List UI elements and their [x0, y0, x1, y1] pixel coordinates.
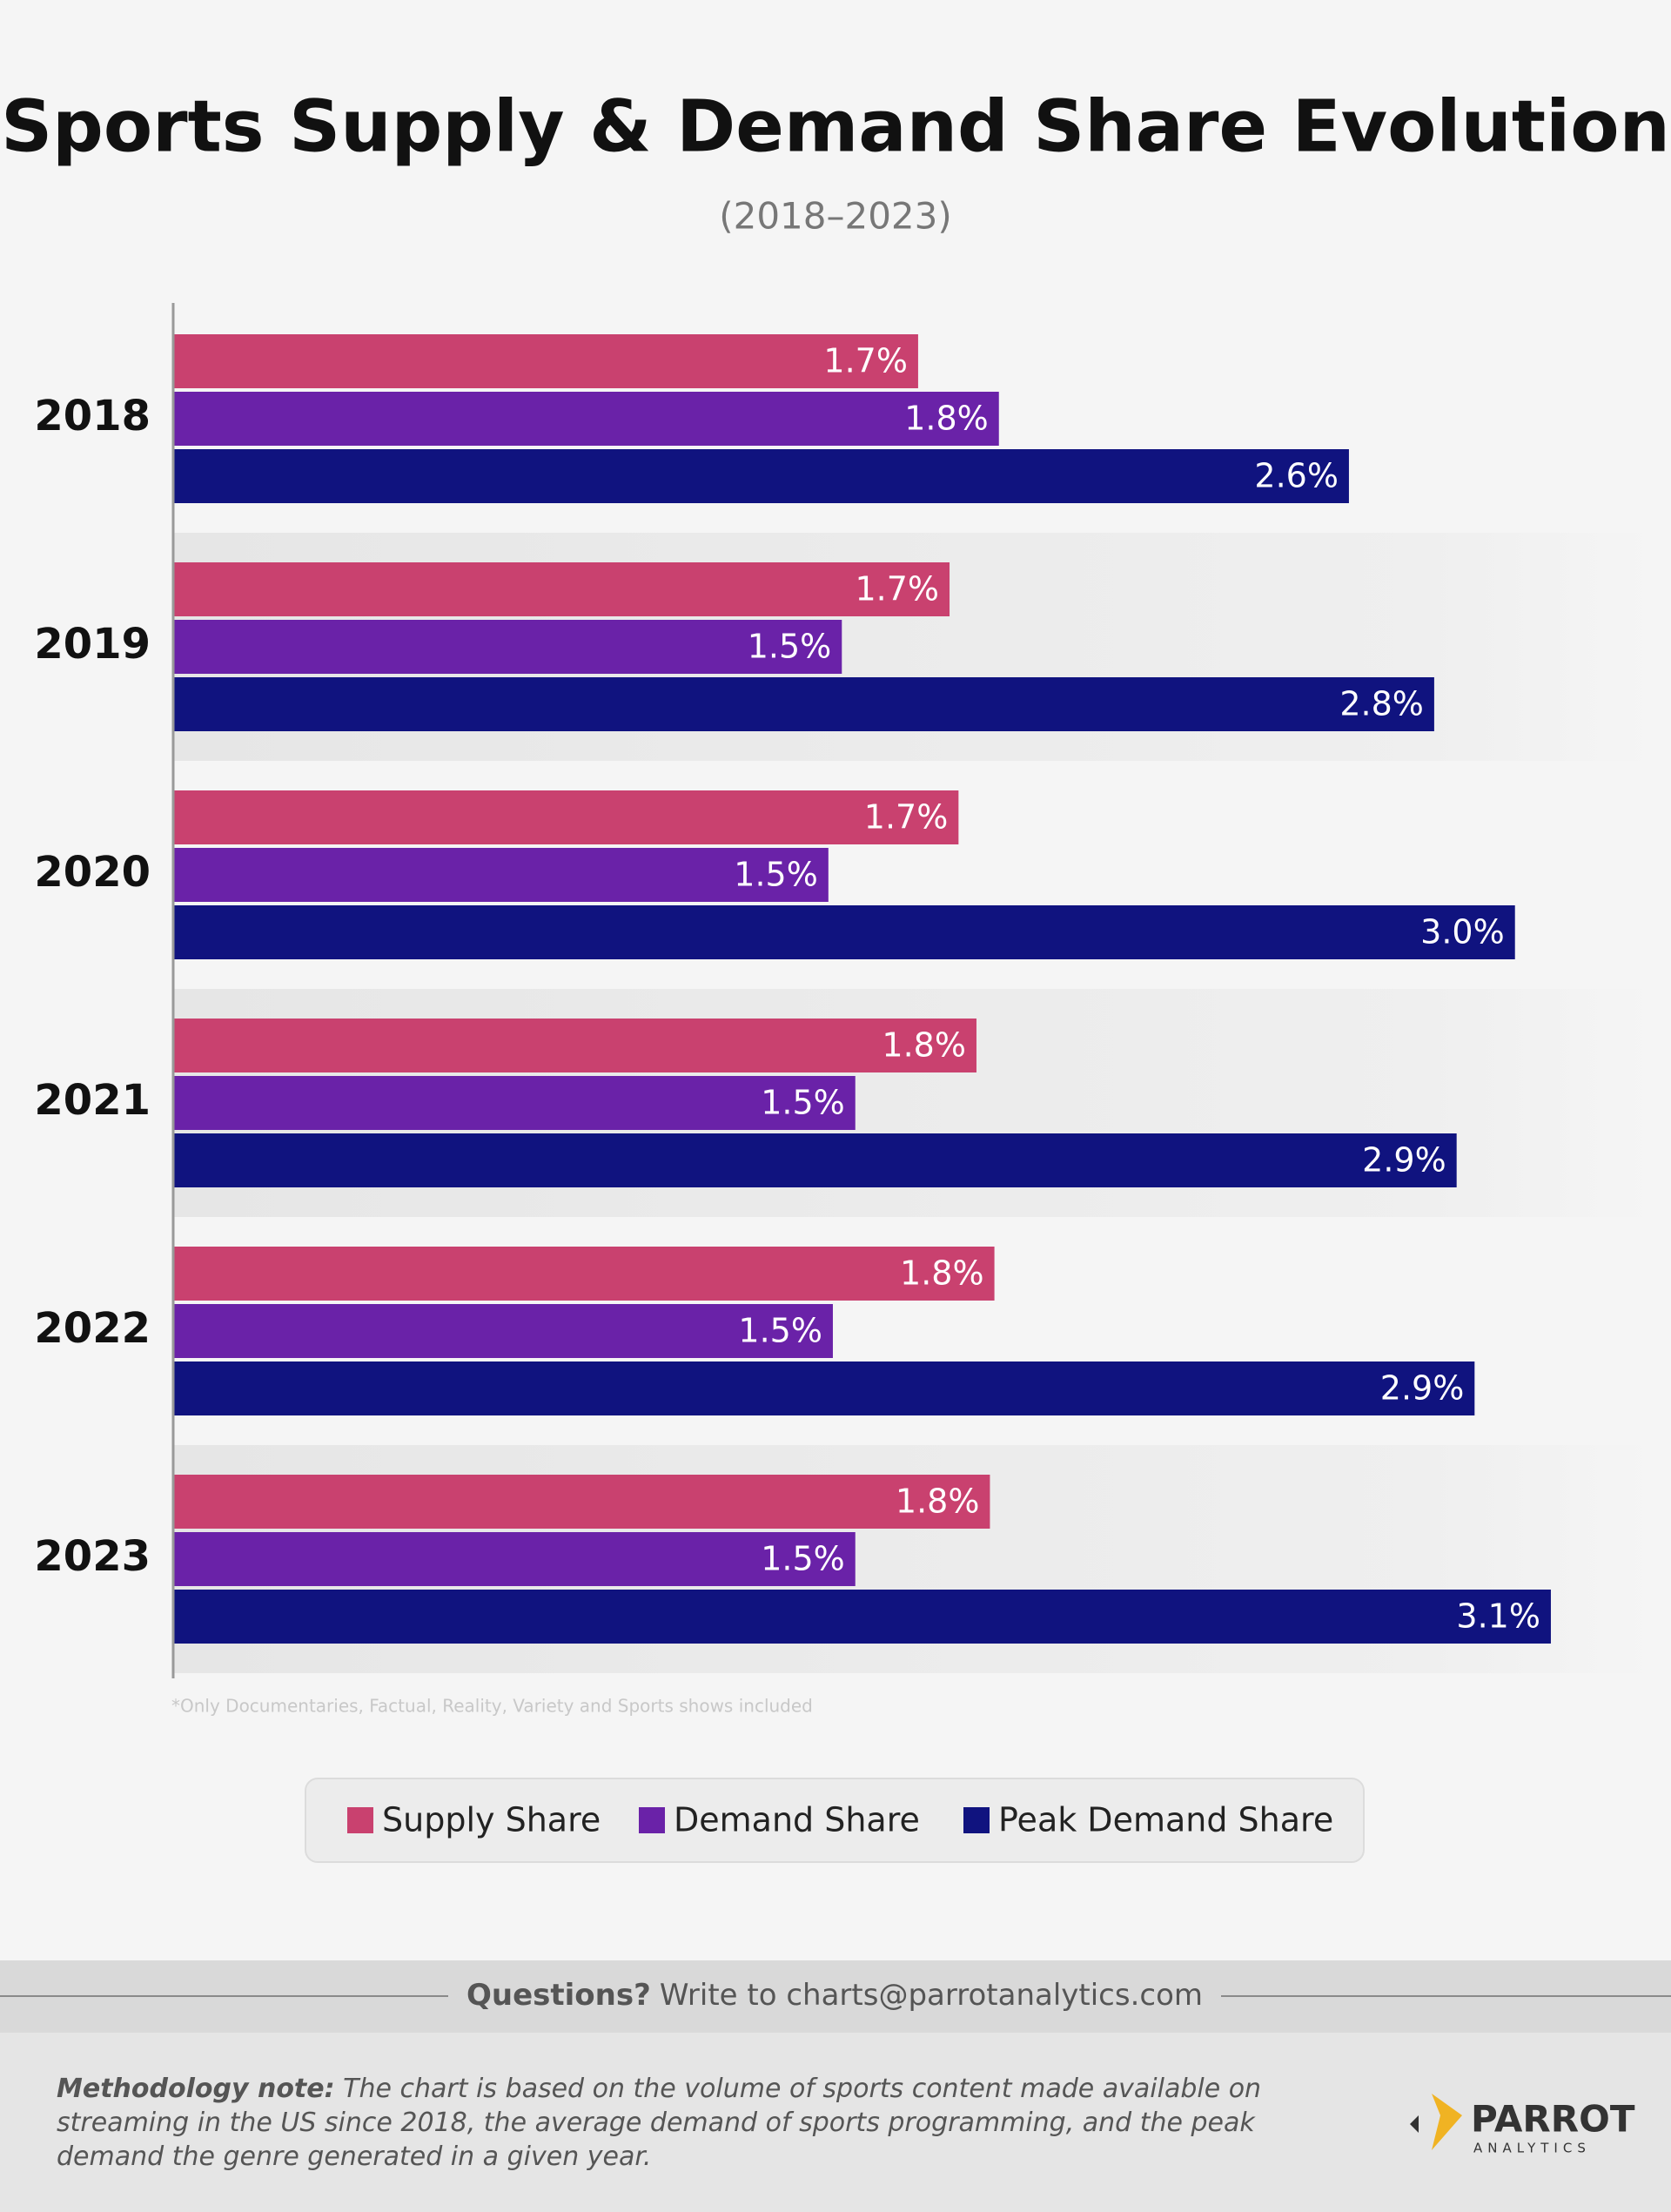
value-label: 1.5% [761, 1540, 845, 1578]
legend-label: Demand Share [674, 1801, 920, 1839]
bar [173, 1590, 1551, 1644]
methodology: Methodology note: The chart is based on … [57, 2072, 1362, 2174]
value-label: 1.8% [896, 1483, 980, 1521]
methodology-text: The chart is based on the volume of spor… [57, 2074, 1262, 2172]
bar [173, 1019, 976, 1072]
value-label: 1.8% [900, 1254, 984, 1293]
bar [173, 392, 999, 446]
bar [173, 905, 1515, 959]
value-label: 1.8% [882, 1026, 966, 1065]
legend-label: Supply Share [382, 1801, 601, 1839]
bar [173, 1304, 833, 1358]
methodology-label: Methodology note: [57, 2074, 335, 2104]
legend-swatch [639, 1807, 665, 1833]
questions-text: Write to charts@parrotanalytics.com [660, 1978, 1203, 2013]
value-label: 2.9% [1362, 1141, 1446, 1180]
logo-icon [1432, 2094, 1462, 2150]
y-tick-label: 2018 [34, 392, 151, 440]
questions-label: Questions? [466, 1978, 651, 2013]
value-label: 3.0% [1420, 913, 1505, 951]
bar [173, 848, 829, 902]
y-tick-label: 2019 [34, 620, 151, 669]
value-label: 3.1% [1456, 1597, 1540, 1636]
legend-swatch [963, 1807, 990, 1833]
y-tick-label: 2021 [34, 1076, 151, 1125]
logo-arrow [1410, 2115, 1419, 2133]
logo: PARROT [1471, 2098, 1635, 2141]
chart-title: Sports Supply & Demand Share Evolution [1, 85, 1670, 168]
bar [173, 562, 950, 616]
bar [173, 334, 918, 388]
bar [173, 677, 1434, 731]
bar [173, 1361, 1475, 1415]
value-label: 1.8% [904, 400, 989, 438]
methodology-band [0, 2033, 1671, 2212]
value-label: 2.8% [1339, 685, 1424, 723]
value-label: 1.5% [748, 628, 832, 666]
y-tick-label: 2023 [34, 1532, 151, 1581]
legend-box [305, 1778, 1365, 1863]
footnote: *Only Documentaries, Factual, Reality, V… [171, 1696, 813, 1717]
bar [173, 1475, 990, 1529]
value-label: 1.7% [855, 570, 939, 608]
chart-subtitle: (2018–2023) [719, 195, 952, 238]
bar [173, 620, 842, 674]
questions: Questions? Write to charts@parrotanalytic… [466, 1978, 1203, 2013]
legend-swatch [347, 1807, 373, 1833]
value-label: 1.5% [734, 856, 818, 894]
bar [173, 1133, 1457, 1187]
value-label: 2.9% [1380, 1369, 1465, 1408]
value-label: 1.7% [864, 798, 949, 837]
legend-label: Peak Demand Share [998, 1801, 1333, 1839]
bar [173, 1532, 856, 1586]
bar [173, 449, 1349, 503]
y-tick-label: 2020 [34, 848, 151, 897]
bar [173, 1247, 995, 1301]
bar [173, 1076, 856, 1130]
value-label: 1.5% [738, 1312, 822, 1350]
value-label: 2.6% [1254, 457, 1339, 495]
value-label: 1.7% [823, 342, 908, 380]
y-tick-label: 2022 [34, 1304, 151, 1353]
logo-sub: ANALYTICS [1473, 2141, 1591, 2156]
value-label: 1.5% [761, 1084, 845, 1122]
bar [173, 790, 959, 844]
